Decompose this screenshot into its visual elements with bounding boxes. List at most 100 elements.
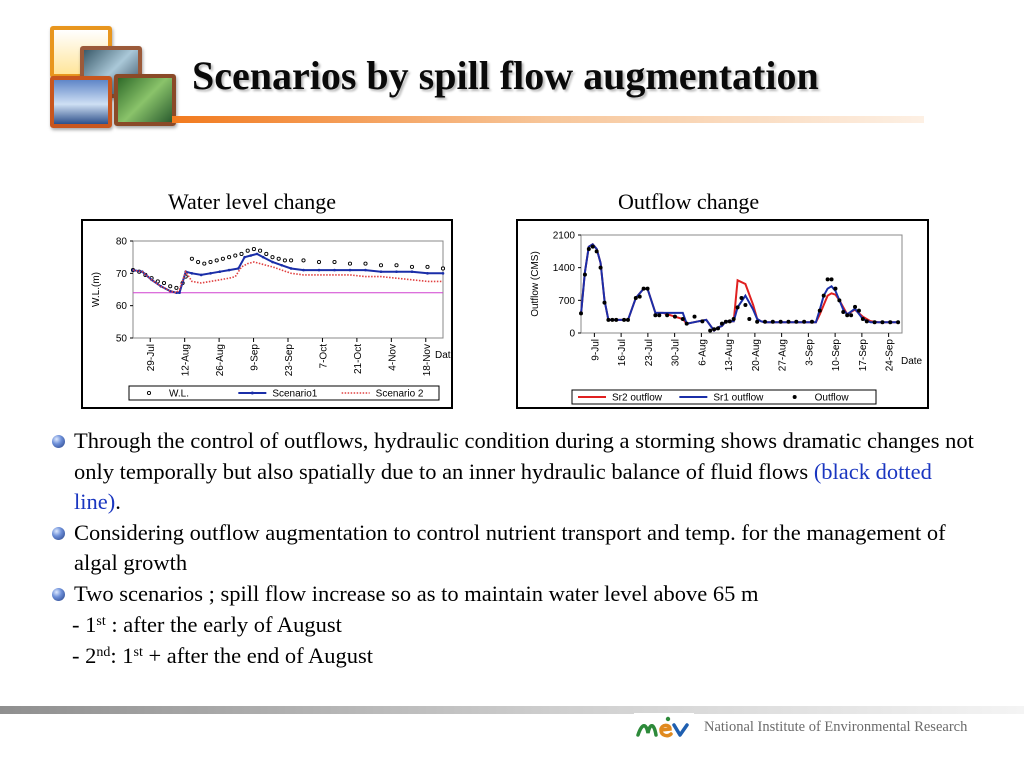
data-point (214, 258, 219, 263)
x-axis-label: Date (435, 350, 451, 361)
data-point (347, 261, 353, 266)
data-point (243, 255, 246, 259)
x-tick-label: 12-Aug (181, 344, 192, 376)
data-point (845, 313, 850, 318)
x-tick-label: 10-Sep (831, 339, 842, 372)
data-point (743, 303, 748, 307)
data-point (410, 270, 414, 274)
data-point (394, 263, 399, 268)
y-tick-label: 2100 (553, 231, 576, 242)
data-point (665, 313, 670, 318)
data-point (196, 259, 201, 265)
x-tick-label: 16-Jul (617, 339, 628, 366)
legend-marker (146, 390, 152, 396)
data-point (364, 268, 367, 272)
data-point (199, 273, 203, 277)
data-point (841, 310, 846, 314)
data-point (888, 320, 893, 325)
data-point (161, 280, 167, 286)
data-point (227, 255, 232, 260)
data-point (622, 317, 627, 322)
data-point (856, 308, 861, 313)
data-point (289, 267, 293, 270)
legend-label: Scenario 2 (376, 389, 424, 400)
data-point (202, 261, 207, 266)
data-point (425, 264, 430, 269)
outflow-chart-svg: 0 700 1400 2100 9-Jul 16-Jul 23-Jul 30-Jul 6-Aug… (530, 231, 923, 405)
data-point (727, 319, 732, 324)
data-point (316, 259, 322, 265)
y-tick-label: 70 (116, 269, 128, 280)
logo-photo-3 (50, 76, 112, 128)
data-point (708, 328, 713, 333)
plot-area (132, 240, 444, 339)
data-point (208, 259, 213, 265)
sub-item-first: - 1st : after the early of August (52, 609, 982, 640)
legend-label: Scenario1 (272, 389, 317, 400)
water-level-chart-svg: 50 60 70 80 29-Jul 12-Aug 26-Aug 9-Sep 23-Sep 7-O… (91, 237, 451, 401)
data-point (579, 311, 583, 316)
data-point (332, 259, 337, 265)
bullet-icon (52, 587, 65, 601)
data-point (440, 266, 446, 271)
x-tick-label: 21-Oct (353, 344, 364, 374)
bullet-icon (52, 435, 65, 448)
x-tick-label: 4-Nov (387, 344, 398, 371)
data-point (762, 319, 767, 324)
data-point (594, 249, 599, 254)
x-tick-label: 18-Nov (422, 344, 433, 376)
bullet-highlight: (black dotted line) (74, 458, 932, 515)
data-point (174, 285, 179, 290)
data-point (255, 252, 259, 256)
data-point (280, 263, 284, 267)
data-point (251, 247, 256, 252)
data-point (735, 305, 740, 310)
x-tick-label: 23-Sep (284, 344, 295, 377)
y-tick-label: 50 (116, 334, 128, 345)
data-point (684, 321, 689, 326)
data-point (864, 319, 869, 324)
data-point (712, 327, 717, 332)
data-point (261, 255, 265, 259)
x-tick-label: 6-Aug (697, 339, 708, 366)
data-point (239, 251, 244, 256)
data-point (264, 251, 269, 256)
y-tick-label: 60 (116, 301, 128, 312)
x-tick-label: 3-Sep (804, 339, 815, 366)
data-point (853, 304, 858, 309)
data-point (282, 258, 287, 263)
x-tick-label: 13-Aug (724, 339, 735, 371)
data-point (755, 319, 760, 324)
data-point (672, 314, 677, 319)
sub-item-mid: : 1 (110, 643, 134, 668)
data-point (178, 291, 181, 295)
data-point (586, 247, 591, 251)
data-point (794, 319, 799, 324)
data-point (778, 319, 783, 324)
left-chart-caption: Water level change (168, 189, 337, 214)
data-point (426, 272, 429, 275)
data-point (821, 293, 826, 298)
data-point (189, 256, 194, 261)
data-point (441, 272, 445, 275)
data-point (602, 300, 607, 305)
data-point (692, 314, 697, 319)
bullet-list: Through the control of outflows, hydraul… (52, 426, 982, 671)
sub-item-text: : after the early of August (105, 612, 342, 637)
data-point (786, 319, 791, 324)
bullet-item: Two scenarios ; spill flow increase so a… (52, 579, 982, 610)
data-point (363, 261, 368, 266)
data-point (719, 321, 724, 326)
legend-label: Sr2 outflow (612, 393, 663, 404)
bullet-text: Two scenarios ; spill flow increase so a… (74, 580, 759, 606)
data-point (833, 286, 838, 291)
sub-item-prefix: - 2 (72, 643, 97, 668)
data-point (317, 268, 321, 272)
x-tick-label: 30-Jul (671, 339, 682, 366)
data-point (614, 317, 619, 322)
data-point (716, 326, 721, 331)
data-point (582, 272, 587, 277)
data-point (233, 253, 238, 258)
legend-marker (792, 395, 797, 399)
sub-item-sup: nd (96, 645, 111, 660)
